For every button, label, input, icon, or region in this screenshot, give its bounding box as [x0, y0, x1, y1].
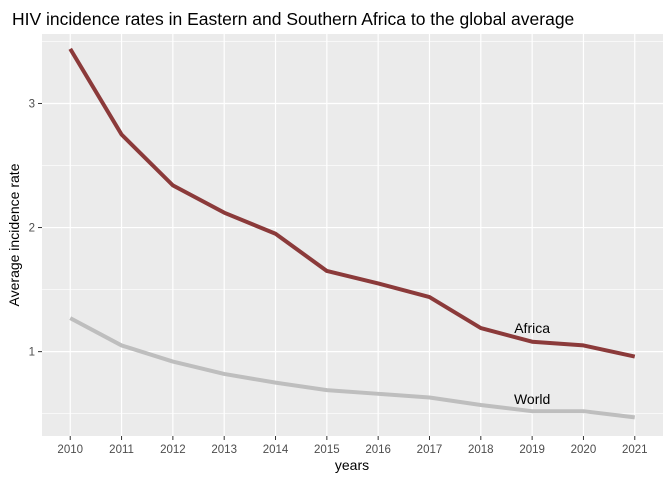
x-tick-label: 2016 — [365, 444, 391, 456]
y-axis-ticks: 1 2 3 — [29, 98, 42, 359]
x-tick-label: 2015 — [314, 444, 340, 456]
annotation-label: World — [514, 391, 550, 407]
x-tick-label: 2018 — [468, 444, 494, 456]
plot-panel — [42, 34, 663, 436]
x-tick-label: 2011 — [109, 444, 134, 456]
x-axis-title: years — [335, 457, 369, 473]
series-line-2 — [69, 316, 636, 420]
annotation-label: Africa — [514, 320, 550, 336]
y-tick-label: 2 — [29, 223, 35, 235]
gridlines — [42, 34, 663, 436]
x-tick-label: 2012 — [160, 444, 186, 456]
x-tick-label: 2010 — [57, 444, 83, 456]
series-lines — [68, 47, 636, 420]
y-tick-label: 1 — [29, 347, 35, 359]
x-tick-label: 2019 — [519, 444, 545, 456]
x-axis-ticks: 2010 2011 2012 2013 2014 2015 2016 2017 2018 2019… — [57, 436, 648, 456]
series-line-1 — [68, 47, 636, 359]
chart-title: HIV incidence rates in Eastern and South… — [12, 9, 574, 29]
y-axis-title: Average incidence rate — [6, 163, 22, 306]
y-tick-label: 3 — [29, 98, 35, 110]
x-tick-label: 2013 — [211, 444, 237, 456]
x-tick-label: 2014 — [263, 444, 289, 456]
x-tick-label: 2017 — [417, 444, 443, 456]
x-tick-label: 2021 — [622, 444, 648, 456]
x-tick-label: 2020 — [571, 444, 597, 456]
annotations: Africa World — [514, 320, 550, 407]
